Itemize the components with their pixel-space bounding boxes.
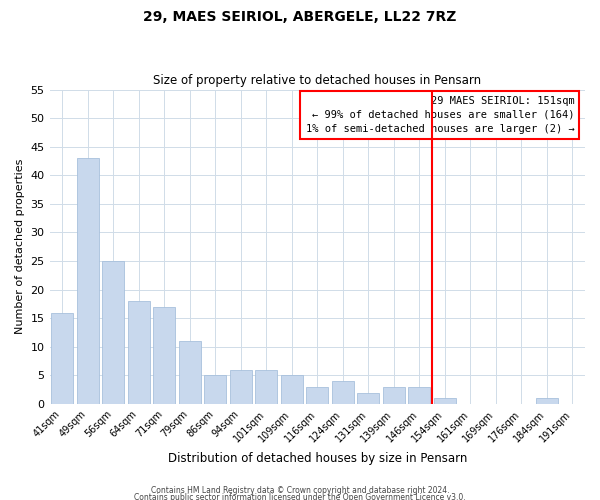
Text: 29, MAES SEIRIOL, ABERGELE, LL22 7RZ: 29, MAES SEIRIOL, ABERGELE, LL22 7RZ [143, 10, 457, 24]
Title: Size of property relative to detached houses in Pensarn: Size of property relative to detached ho… [153, 74, 481, 87]
Bar [77, 158, 98, 404]
Bar [409, 387, 430, 404]
Bar [179, 341, 200, 404]
Bar [205, 376, 226, 404]
Y-axis label: Number of detached properties: Number of detached properties [15, 159, 25, 334]
Text: Contains public sector information licensed under the Open Government Licence v3: Contains public sector information licen… [134, 494, 466, 500]
Bar [281, 376, 302, 404]
Bar [52, 312, 73, 404]
Bar [383, 387, 404, 404]
Bar [536, 398, 557, 404]
Text: Contains HM Land Registry data © Crown copyright and database right 2024.: Contains HM Land Registry data © Crown c… [151, 486, 449, 495]
Bar [103, 261, 124, 404]
Bar [256, 370, 277, 404]
Bar [332, 381, 353, 404]
X-axis label: Distribution of detached houses by size in Pensarn: Distribution of detached houses by size … [167, 452, 467, 465]
Bar [154, 307, 175, 404]
Text: 29 MAES SEIRIOL: 151sqm
← 99% of detached houses are smaller (164)
1% of semi-de: 29 MAES SEIRIOL: 151sqm ← 99% of detache… [305, 96, 574, 134]
Bar [358, 392, 379, 404]
Bar [230, 370, 251, 404]
Bar [307, 387, 328, 404]
Bar [128, 301, 149, 404]
Bar [434, 398, 455, 404]
